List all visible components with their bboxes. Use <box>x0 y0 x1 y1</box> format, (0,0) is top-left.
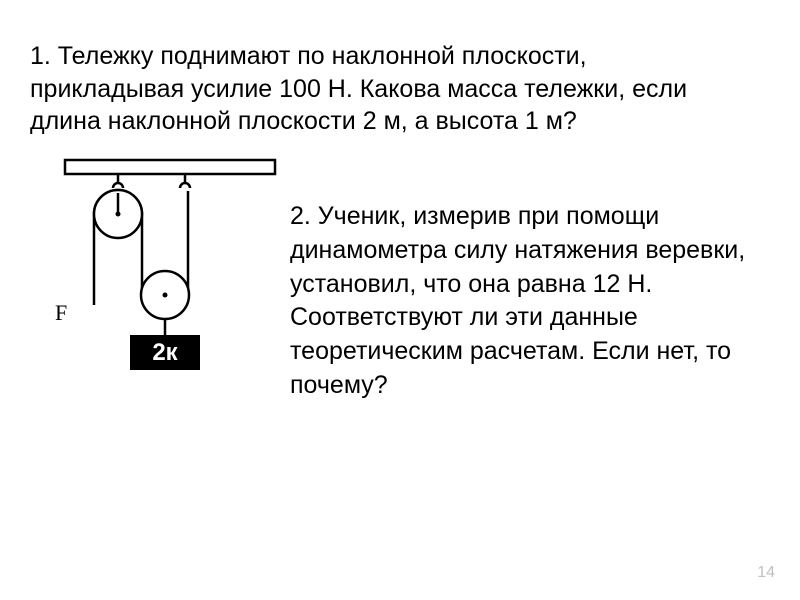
problem-2-text: 2. Ученик, измерив при помощи динамометр… <box>290 200 770 403</box>
force-label: F <box>55 300 67 326</box>
page-number: 14 <box>757 564 775 582</box>
weight-box: 2к <box>130 335 200 370</box>
problem-1-text: 1. Тележку поднимают по наклонной плоско… <box>30 40 730 138</box>
